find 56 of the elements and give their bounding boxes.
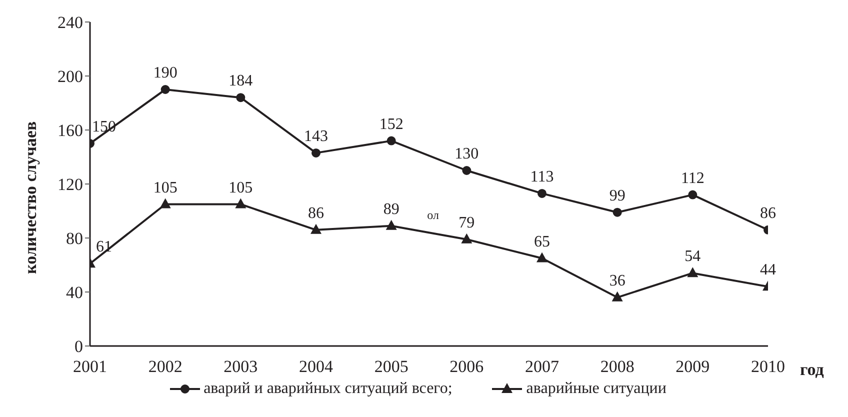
point [236, 93, 246, 102]
data-label: 89 [383, 200, 400, 218]
annotation: ол [427, 208, 439, 222]
point [612, 208, 622, 217]
data-label: 86 [308, 204, 324, 222]
point [462, 166, 472, 175]
data-label: 130 [454, 146, 479, 162]
y-tick-label: 120 [58, 175, 83, 194]
x-tick-label: 2002 [148, 357, 182, 376]
y-axis-title: количество случаев [21, 121, 40, 274]
point [386, 136, 396, 146]
data-label: 190 [153, 64, 178, 82]
x-tick-label: 2005 [374, 357, 408, 376]
data-label: 54 [684, 248, 701, 266]
legend-label: аварий и аварийных ситуаций всего; [202, 380, 452, 398]
x-tick-label: 2007 [525, 357, 560, 376]
data-label: 105 [153, 179, 178, 196]
point [235, 198, 246, 208]
data-label: 113 [530, 168, 554, 186]
y-tick-label: 40 [66, 283, 83, 302]
point [612, 291, 623, 302]
y-tick-label: 240 [58, 13, 83, 32]
point [461, 233, 472, 244]
x-axis-title: год [800, 360, 824, 380]
data-label: 99 [609, 187, 626, 204]
point [536, 252, 548, 262]
point [310, 224, 322, 234]
data-label: 143 [304, 128, 328, 145]
legend-label: аварийные ситуации [525, 380, 666, 398]
point [160, 198, 171, 208]
data-label: 65 [534, 233, 550, 250]
data-label: 112 [680, 170, 704, 187]
point [687, 267, 698, 278]
data-label: 105 [228, 179, 253, 196]
x-tick-label: 2009 [676, 357, 710, 376]
point [312, 148, 320, 158]
point [688, 190, 698, 200]
point [160, 85, 170, 94]
y-tick-label: 200 [58, 67, 83, 86]
x-tick-label: 2001 [73, 357, 107, 376]
x-tick-label: 2004 [299, 357, 334, 376]
point [386, 220, 397, 230]
y-tick-label: 0 [74, 337, 83, 356]
x-tick-label: 2003 [224, 357, 258, 376]
data-label: 36 [609, 272, 626, 290]
x-tick-label: 2006 [450, 357, 484, 376]
x-tick-label: 2010 [751, 357, 785, 376]
data-label: 184 [228, 72, 253, 90]
y-tick-label: 80 [66, 229, 83, 248]
data-label: 44 [760, 262, 776, 279]
data-label: 86 [760, 204, 776, 222]
y-tick-label: 160 [58, 121, 83, 140]
data-label: 79 [458, 214, 475, 232]
data-label: 152 [379, 116, 404, 133]
x-tick-label: 2008 [600, 357, 634, 376]
point [538, 188, 546, 198]
